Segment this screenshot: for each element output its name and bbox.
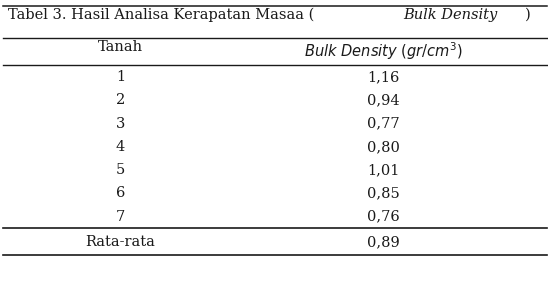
Text: 5: 5 [116, 163, 125, 177]
Text: 3: 3 [116, 116, 125, 131]
Text: 1,01: 1,01 [367, 163, 400, 177]
Text: ): ) [525, 8, 531, 22]
Text: 4: 4 [116, 140, 125, 154]
Text: Tabel 3. Hasil Analisa Kerapatan Masaa (: Tabel 3. Hasil Analisa Kerapatan Masaa ( [8, 8, 315, 22]
Text: Bulk Density: Bulk Density [403, 8, 498, 22]
Text: 2: 2 [116, 93, 125, 107]
Text: Rata-rata: Rata-rata [85, 235, 156, 249]
Text: 7: 7 [116, 210, 125, 224]
Text: 1: 1 [116, 70, 125, 84]
Text: $\mathit{Bulk\ Density\ (gr/cm^{3})}$: $\mathit{Bulk\ Density\ (gr/cm^{3})}$ [304, 40, 463, 62]
Text: 0,80: 0,80 [367, 140, 400, 154]
Text: 0,77: 0,77 [367, 116, 400, 131]
Text: 0,85: 0,85 [367, 186, 400, 201]
Text: Tanah: Tanah [98, 40, 143, 54]
Text: 0,76: 0,76 [367, 210, 400, 224]
Text: 0,89: 0,89 [367, 235, 400, 249]
Text: 0,94: 0,94 [367, 93, 400, 107]
Text: 6: 6 [116, 186, 125, 201]
Text: 1,16: 1,16 [367, 70, 400, 84]
